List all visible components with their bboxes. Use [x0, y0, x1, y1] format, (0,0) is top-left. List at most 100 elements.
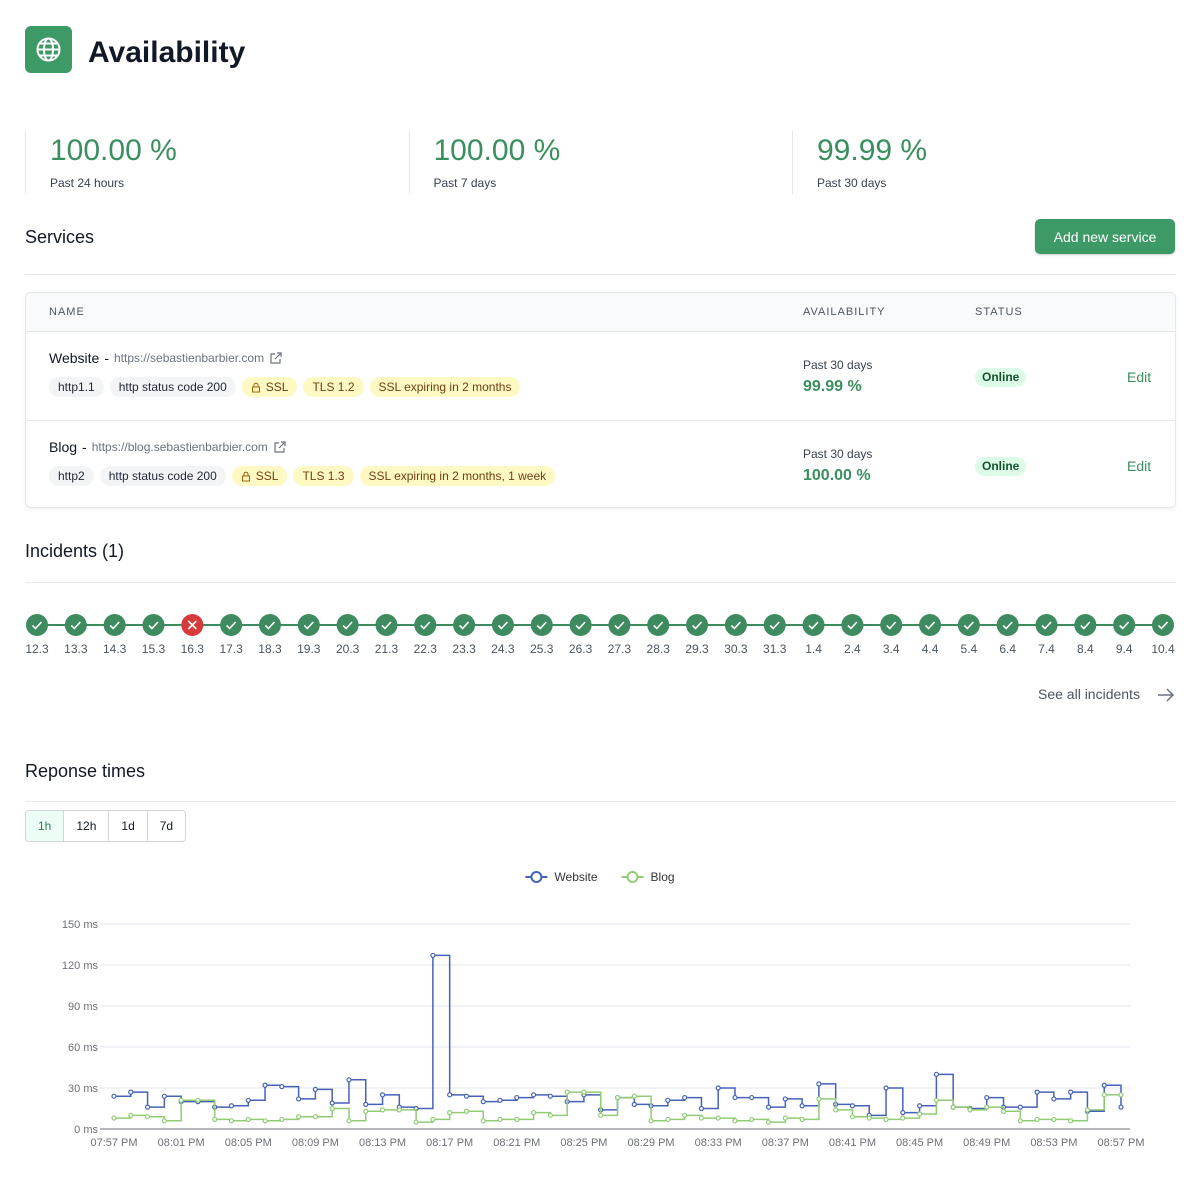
check-icon: [1002, 621, 1013, 630]
incident-ok[interactable]: [26, 614, 48, 636]
day-label: 20.3: [336, 642, 360, 656]
range-button[interactable]: 7d: [159, 819, 174, 833]
incident-ok[interactable]: [414, 614, 437, 636]
incident-ok[interactable]: [1035, 614, 1058, 636]
incident-ok[interactable]: [103, 614, 126, 636]
incident-ok[interactable]: [1074, 614, 1097, 636]
incident-ok[interactable]: [841, 614, 864, 636]
check-icon: [381, 621, 392, 630]
tag-text: SSL: [255, 469, 279, 483]
data-point: [530, 1110, 537, 1116]
data-point: [1051, 1096, 1057, 1102]
data-point: [480, 1118, 486, 1124]
data-point: [648, 1118, 654, 1124]
tag: http1.1: [49, 377, 104, 397]
incident-ok[interactable]: [608, 614, 631, 636]
incident-ok[interactable]: [802, 614, 825, 636]
range-button[interactable]: 12h: [64, 811, 110, 841]
cross-icon: [187, 620, 197, 630]
data-point: [279, 1084, 285, 1090]
services-table: NAME AVAILABILITY STATUS Website - https:/…: [25, 292, 1176, 508]
day-label: 21.3: [375, 642, 399, 656]
availability-value: 99.99 %: [803, 378, 862, 395]
data-point: [329, 1100, 335, 1106]
data-point: [296, 1096, 302, 1102]
incident-ok[interactable]: [491, 614, 514, 636]
data-point: [346, 1118, 352, 1124]
data-point: [849, 1103, 856, 1109]
service-url[interactable]: https://blog.sebastienbarbier.com: [91, 440, 268, 454]
section-title: Reponse times: [25, 761, 146, 781]
incident-ok[interactable]: [220, 614, 243, 636]
data-point: [1101, 1082, 1107, 1088]
range-button[interactable]: 1d: [109, 811, 148, 841]
data-point: [547, 1093, 553, 1099]
data-point: [732, 1094, 738, 1101]
service-url[interactable]: https://sebastienbarbier.com: [114, 351, 265, 365]
day-label: 13.3: [64, 642, 88, 656]
incident-ok[interactable]: [297, 614, 320, 636]
edit-link[interactable]: Edit: [1127, 458, 1152, 474]
incident-ok[interactable]: [336, 614, 359, 636]
data-point: [1017, 1118, 1023, 1124]
incident-ok[interactable]: [880, 614, 903, 636]
tag-text: SSL: [265, 380, 289, 394]
data-point: [447, 1110, 453, 1116]
check-icon: [1157, 621, 1169, 630]
day-label: 16.3: [181, 642, 205, 656]
data-point: [765, 1119, 772, 1125]
range-button[interactable]: 1h: [26, 811, 65, 841]
check-icon: [226, 621, 237, 630]
data-point: [765, 1104, 772, 1110]
data-point: [883, 1116, 889, 1123]
stat: 99.99 % Past 30 days: [792, 131, 1153, 194]
day-label: 2.4: [844, 642, 861, 656]
legend-item[interactable]: Website: [525, 870, 598, 884]
check-icon: [769, 621, 780, 630]
incident-ok[interactable]: [569, 614, 592, 636]
lock-icon: [241, 471, 250, 481]
incident-ok[interactable]: [957, 614, 980, 636]
data-point: [916, 1103, 923, 1109]
incident-ok[interactable]: [453, 614, 476, 636]
incident-ok[interactable]: [1113, 614, 1136, 636]
check-icon: [653, 621, 664, 630]
incident-ok[interactable]: [530, 614, 553, 636]
stat-label: Past 7 days: [433, 176, 497, 190]
data-point: [413, 1119, 419, 1125]
check-icon: [70, 621, 81, 630]
incident-ok[interactable]: [763, 614, 786, 636]
data-point: [816, 1096, 822, 1102]
y-tick-label: 150 ms: [62, 919, 99, 931]
data-point: [228, 1103, 235, 1109]
check-icon: [264, 621, 276, 630]
day-label: 24.3: [491, 642, 515, 656]
data-point: [665, 1097, 671, 1103]
incident-ok[interactable]: [647, 614, 670, 636]
see-all-incidents[interactable]: See all incidents: [1038, 686, 1140, 702]
incident-ok[interactable]: [375, 614, 398, 636]
incident-ok[interactable]: [1152, 614, 1174, 636]
icon-path: [251, 382, 260, 392]
incident-ok[interactable]: [142, 614, 165, 636]
day-label: 3.4: [883, 642, 900, 656]
incident-ok[interactable]: [996, 614, 1019, 636]
edit-link[interactable]: Edit: [1127, 369, 1152, 385]
incident-ok[interactable]: [64, 614, 87, 636]
data-point: [1000, 1108, 1007, 1114]
incident-ok[interactable]: [724, 614, 747, 636]
data-point: [883, 1085, 889, 1091]
data-point: [950, 1104, 956, 1110]
incident-ok[interactable]: [686, 614, 709, 636]
divider: [25, 801, 1176, 802]
check-icon: [963, 621, 974, 630]
x-tick-label: 08:01 PM: [158, 1137, 205, 1149]
incident-ok[interactable]: [258, 614, 281, 636]
legend-item[interactable]: Blog: [621, 870, 675, 884]
check-icon: [148, 621, 159, 630]
globe-icon: [36, 37, 61, 62]
add-service-button[interactable]: Add new service: [1035, 219, 1175, 254]
incident-ok[interactable]: [919, 614, 942, 636]
service-name-line: Website - https://sebastienbarbier.com: [49, 350, 283, 366]
